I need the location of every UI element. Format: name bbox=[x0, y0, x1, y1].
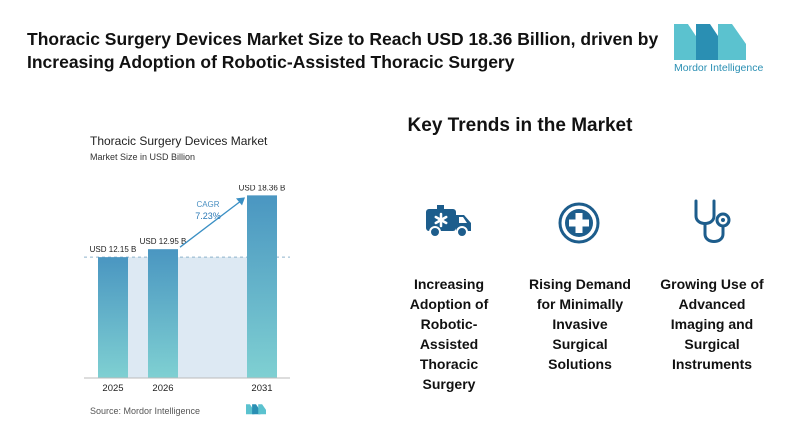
bar-chart: USD 12.15 B 2025 USD 12.95 B 2026 USD 18.36 … bbox=[84, 185, 290, 394]
trend-2-line: for Minimally bbox=[536, 296, 624, 312]
bar bbox=[98, 257, 128, 378]
cagr-arrowhead bbox=[236, 197, 245, 206]
trend-3-line: Advanced bbox=[678, 296, 746, 312]
trend-1-line: Robotic- bbox=[420, 316, 478, 332]
trend-2-line: Rising Demand bbox=[529, 276, 631, 292]
chart-title: Thoracic Surgery Devices Market bbox=[90, 134, 268, 148]
bar bbox=[148, 249, 178, 378]
cagr-arrow-line bbox=[179, 198, 244, 248]
trend-2-label: Rising Demand for Minimally Invasive Sur… bbox=[515, 274, 645, 374]
trend-3-line: Imaging and bbox=[670, 316, 754, 332]
medical-cross-icon bbox=[558, 202, 600, 244]
shaded-area bbox=[128, 257, 247, 378]
trend-1-line: Adoption of bbox=[409, 296, 489, 312]
trend-1-line: Increasing bbox=[413, 276, 485, 292]
mini-logo-icon bbox=[246, 404, 266, 415]
trend-1-label: Increasing Adoption of Robotic- Assisted… bbox=[384, 274, 514, 394]
trends-title: Key Trends in the Market bbox=[407, 115, 633, 136]
headline: Thoracic Surgery Devices Market Size to … bbox=[27, 29, 659, 72]
cagr-value: 7.23% bbox=[195, 211, 221, 221]
bar-value-label: USD 12.95 B bbox=[140, 237, 187, 246]
ambulance-icon bbox=[426, 205, 471, 238]
trend-2-line: Invasive bbox=[552, 316, 608, 332]
trend-2-line: Surgical bbox=[552, 336, 608, 352]
trend-3-line: Surgical bbox=[684, 336, 740, 352]
bar-value-label: USD 18.36 B bbox=[239, 185, 286, 192]
logo-text: Mordor Intelligence bbox=[674, 62, 764, 74]
trend-1-line: Thoracic bbox=[419, 356, 479, 372]
trend-3-label: Growing Use of Advanced Imaging and Surg… bbox=[647, 274, 777, 374]
trend-1-line: Surgery bbox=[422, 376, 476, 392]
cagr-label: CAGR bbox=[196, 200, 219, 209]
x-tick-label: 2026 bbox=[152, 383, 173, 394]
trend-3-line: Growing Use of bbox=[660, 276, 764, 292]
mordor-intelligence-logo: Mordor Intelligence bbox=[674, 22, 764, 74]
trend-1-line: Assisted bbox=[419, 336, 479, 352]
trend-3-line: Instruments bbox=[671, 356, 753, 372]
chart-subtitle: Market Size in USD Billion bbox=[90, 152, 196, 162]
stethoscope-icon bbox=[694, 199, 731, 243]
logo-mark-icon bbox=[674, 24, 746, 60]
bar bbox=[247, 195, 277, 378]
x-tick-label: 2031 bbox=[251, 383, 272, 394]
source-note: Source: Mordor Intelligence bbox=[90, 406, 201, 416]
bar-value-label: USD 12.15 B bbox=[90, 245, 137, 254]
x-tick-label: 2025 bbox=[102, 383, 123, 394]
trend-2-line: Solutions bbox=[548, 356, 612, 372]
